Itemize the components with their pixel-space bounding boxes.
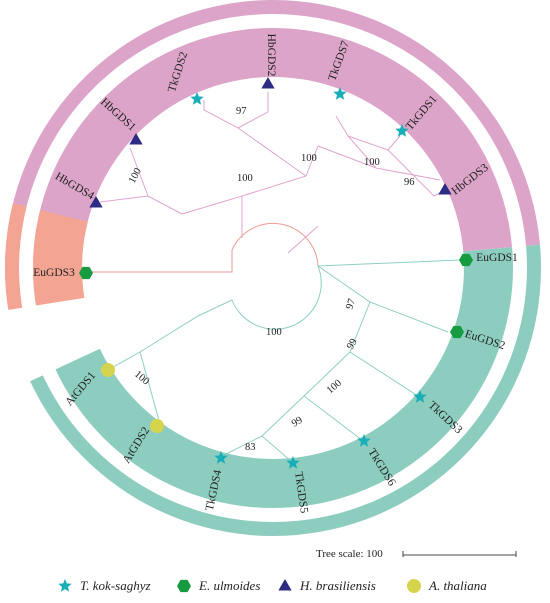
triangle-icon xyxy=(438,183,452,195)
circle-icon xyxy=(150,419,164,433)
star-icon xyxy=(395,124,409,137)
clade-band-salmon xyxy=(33,209,88,306)
star-icon xyxy=(214,451,228,464)
branch xyxy=(231,222,319,267)
triangle-icon xyxy=(129,133,143,145)
clade-branches-salmon xyxy=(86,222,319,273)
star-icon xyxy=(286,456,300,469)
leaf-label: EuGDS3 xyxy=(33,267,75,279)
branch xyxy=(317,265,449,333)
clade-branches-pink xyxy=(99,92,443,254)
tree-scale: Tree scale: 100 xyxy=(316,548,517,560)
bootstrap-value: 100 xyxy=(132,369,151,388)
leaf-markers xyxy=(79,77,473,469)
triangle-icon xyxy=(261,77,275,89)
branch xyxy=(237,92,269,129)
branch xyxy=(139,351,161,425)
branch xyxy=(107,299,233,371)
bootstrap-value: 100 xyxy=(127,166,144,185)
circle-icon xyxy=(407,579,421,593)
clade-rings xyxy=(4,0,541,536)
branch xyxy=(303,351,363,441)
triangle-icon xyxy=(89,196,103,208)
branch xyxy=(287,225,319,254)
branch xyxy=(129,147,149,197)
hexagon-icon xyxy=(79,266,93,280)
star-icon xyxy=(333,87,347,100)
hexagon-icon xyxy=(177,579,191,593)
branch xyxy=(99,195,183,215)
triangle-icon xyxy=(278,579,292,591)
clade-ring-salmon xyxy=(4,203,27,310)
bootstrap-value: 100 xyxy=(301,153,317,164)
clade-band-teal xyxy=(55,247,513,509)
branch xyxy=(317,259,461,267)
star-icon xyxy=(58,579,72,592)
bootstrap-value: 97 xyxy=(344,298,358,311)
legend-label: E. ulmoides xyxy=(198,578,260,593)
branch xyxy=(86,250,233,273)
branch xyxy=(231,265,322,330)
bootstrap-value: 96 xyxy=(404,177,415,188)
branch xyxy=(181,195,243,238)
bootstrap-value: 100 xyxy=(266,327,282,338)
branch xyxy=(261,395,305,463)
star-icon xyxy=(357,434,371,447)
legend-label: A. thaliana xyxy=(428,578,487,593)
branch xyxy=(203,100,307,177)
tree-branches xyxy=(86,92,461,463)
hexagon-icon xyxy=(450,325,464,339)
leaf-label: EuGDS1 xyxy=(476,252,518,264)
clade-band-pink xyxy=(33,28,513,302)
clade-bands xyxy=(33,28,513,509)
legend: T. kok-saghyz E. ulmoides H. brasiliensi… xyxy=(58,578,487,593)
legend-label: T. kok-saghyz xyxy=(80,578,151,593)
hexagon-icon xyxy=(459,253,473,267)
bootstrap-value: 100 xyxy=(325,378,344,397)
bootstrap-value: 100 xyxy=(364,157,380,168)
tree-scale-label: Tree scale: 100 xyxy=(316,548,383,560)
bootstrap-value: 99 xyxy=(345,337,360,352)
legend-label: H. brasiliensis xyxy=(299,578,376,593)
bootstrap-values: 97 100 100 96 100 100 100 97 99 100 99 8… xyxy=(127,106,415,453)
branch xyxy=(221,435,263,457)
star-icon xyxy=(413,390,427,403)
bootstrap-value: 99 xyxy=(290,415,305,430)
star-icon xyxy=(190,92,204,105)
bootstrap-value: 97 xyxy=(236,106,247,117)
clade-branches-teal xyxy=(107,259,461,463)
leaf-label: TkGDS5 xyxy=(292,471,310,514)
leaf-label: HbGDS2 xyxy=(265,34,277,77)
bootstrap-value: 100 xyxy=(237,173,253,184)
circle-icon xyxy=(101,363,115,377)
bootstrap-value: 83 xyxy=(245,442,256,453)
branch xyxy=(347,135,401,151)
